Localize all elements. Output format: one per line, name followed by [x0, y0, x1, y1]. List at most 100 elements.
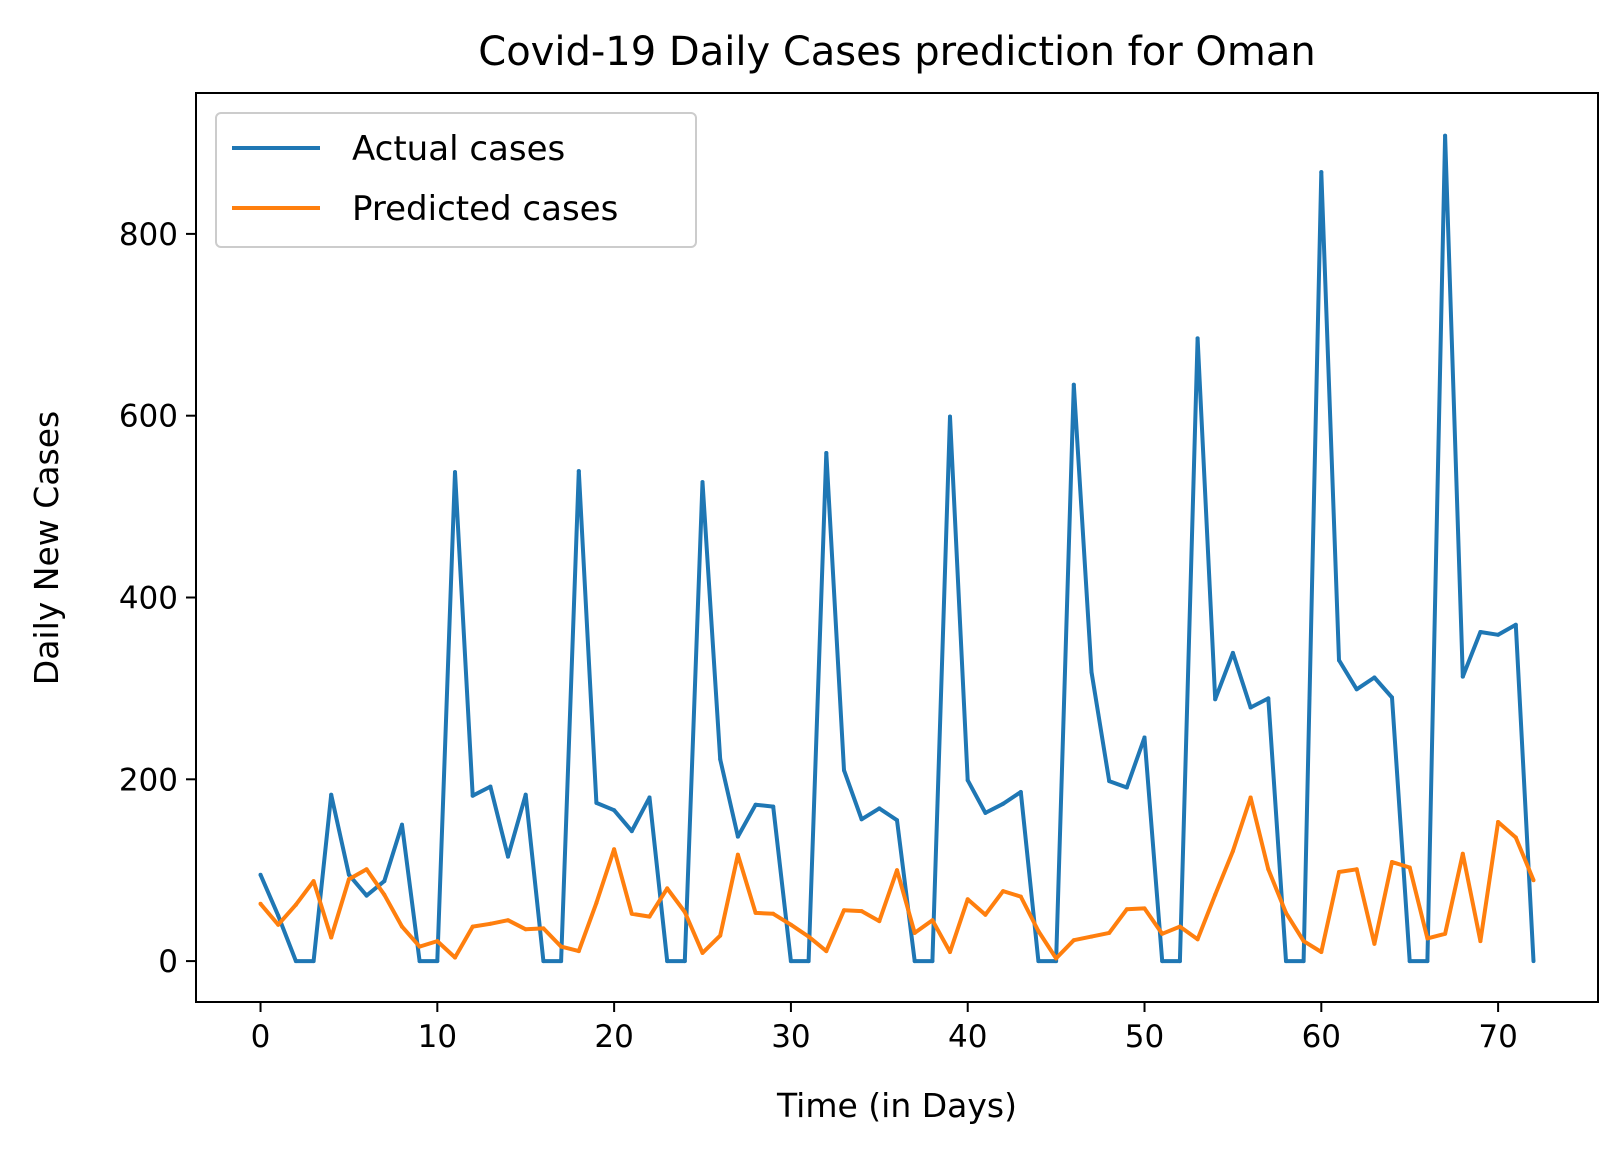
data-point-predicted-cases	[1160, 931, 1165, 936]
plot-frame	[195, 92, 1599, 1003]
data-point-actual-cases	[806, 959, 811, 964]
y-tick-label: 800	[119, 217, 178, 253]
data-point-predicted-cases	[1443, 931, 1448, 936]
data-point-actual-cases	[1531, 959, 1536, 964]
y-ticks: 0 200 400 600 800	[119, 217, 196, 980]
data-point-actual-cases	[1425, 959, 1430, 964]
data-point-actual-cases	[1177, 959, 1182, 964]
data-point-predicted-cases	[1195, 937, 1200, 942]
data-point-actual-cases	[735, 834, 740, 839]
data-point-predicted-cases	[1001, 889, 1006, 894]
y-tick-label: 400	[119, 580, 178, 616]
data-point-predicted-cases	[842, 908, 846, 913]
data-point-actual-cases	[258, 872, 263, 877]
data-point-actual-cases	[1513, 622, 1518, 627]
data-point-actual-cases	[1390, 695, 1394, 700]
data-point-predicted-cases	[1425, 936, 1430, 941]
data-point-predicted-cases	[1213, 892, 1218, 897]
y-tick-label: 200	[119, 762, 178, 798]
data-point-predicted-cases	[1107, 930, 1112, 935]
data-point-actual-cases	[842, 768, 846, 773]
data-point-predicted-cases	[506, 918, 510, 923]
data-point-actual-cases	[1248, 705, 1253, 710]
data-point-actual-cases	[1407, 959, 1412, 964]
data-point-actual-cases	[912, 959, 917, 964]
data-point-predicted-cases	[1531, 878, 1536, 883]
data-point-actual-cases	[594, 800, 599, 805]
x-tick-label: 20	[594, 1019, 633, 1055]
data-point-predicted-cases	[806, 934, 811, 939]
data-point-predicted-cases	[470, 924, 475, 929]
chart-title: Covid-19 Daily Cases prediction for Oman	[478, 29, 1315, 75]
data-point-actual-cases	[559, 959, 564, 964]
data-point-actual-cases	[1195, 336, 1200, 341]
data-point-predicted-cases	[559, 944, 564, 949]
data-point-predicted-cases	[1407, 865, 1412, 870]
data-point-actual-cases	[435, 959, 440, 964]
data-point-actual-cases	[1460, 674, 1465, 679]
data-point-predicted-cases	[400, 924, 404, 929]
data-point-predicted-cases	[1337, 870, 1341, 874]
data-point-predicted-cases	[1460, 851, 1465, 856]
legend-label-predicted: Predicted cases	[352, 189, 618, 229]
data-point-actual-cases	[1001, 801, 1006, 806]
data-point-actual-cases	[1036, 959, 1041, 964]
data-point-predicted-cases	[1089, 934, 1094, 939]
data-point-predicted-cases	[453, 955, 457, 960]
data-point-actual-cases	[930, 959, 935, 964]
data-point-actual-cases	[1124, 785, 1129, 790]
data-point-actual-cases	[682, 959, 687, 964]
data-point-actual-cases	[1018, 790, 1023, 794]
data-point-predicted-cases	[1513, 835, 1518, 840]
data-point-actual-cases	[700, 480, 705, 485]
data-point-actual-cases	[329, 792, 334, 797]
data-point-predicted-cases	[824, 949, 829, 954]
data-point-predicted-cases	[594, 900, 599, 905]
data-point-predicted-cases	[1319, 950, 1324, 954]
data-point-actual-cases	[1230, 650, 1235, 655]
data-point-predicted-cases	[753, 910, 758, 915]
data-point-actual-cases	[824, 451, 829, 455]
data-point-predicted-cases	[895, 868, 899, 873]
data-point-actual-cases	[895, 818, 899, 823]
data-point-actual-cases	[1089, 670, 1094, 674]
data-point-actual-cases	[382, 879, 387, 884]
data-point-actual-cases	[1266, 696, 1271, 701]
data-point-predicted-cases	[665, 886, 670, 891]
data-point-actual-cases	[983, 810, 988, 815]
data-point-predicted-cases	[346, 877, 351, 882]
data-point-actual-cases	[771, 804, 776, 809]
data-point-predicted-cases	[523, 927, 528, 932]
data-point-predicted-cases	[1284, 910, 1288, 915]
data-point-predicted-cases	[1478, 939, 1483, 944]
data-point-predicted-cases	[983, 912, 988, 917]
data-point-predicted-cases	[276, 922, 281, 927]
series-layer	[258, 133, 1536, 964]
data-point-actual-cases	[718, 757, 723, 762]
x-tick-label: 30	[771, 1019, 810, 1055]
data-point-actual-cases	[576, 469, 581, 474]
data-point-predicted-cases	[293, 902, 298, 907]
data-point-actual-cases	[1354, 687, 1359, 692]
data-point-predicted-cases	[1177, 924, 1182, 929]
data-point-actual-cases	[859, 817, 864, 822]
data-point-predicted-cases	[859, 909, 864, 914]
data-point-predicted-cases	[435, 939, 440, 944]
data-point-predicted-cases	[1390, 860, 1394, 864]
data-point-predicted-cases	[329, 935, 334, 940]
data-point-actual-cases	[470, 793, 475, 798]
x-tick-label: 40	[948, 1019, 987, 1055]
x-tick-label: 70	[1478, 1019, 1517, 1055]
data-point-predicted-cases	[1036, 929, 1041, 934]
data-point-predicted-cases	[1354, 867, 1359, 872]
data-point-predicted-cases	[1071, 938, 1076, 943]
data-point-actual-cases	[1319, 170, 1324, 175]
data-point-actual-cases	[1284, 959, 1288, 964]
data-point-actual-cases	[541, 959, 546, 964]
data-point-actual-cases	[1071, 382, 1076, 387]
y-axis-label: Daily New Cases	[27, 411, 66, 685]
data-point-actual-cases	[665, 959, 670, 964]
data-point-predicted-cases	[1142, 906, 1147, 911]
x-tick-label: 60	[1302, 1019, 1341, 1055]
data-point-actual-cases	[453, 470, 457, 475]
